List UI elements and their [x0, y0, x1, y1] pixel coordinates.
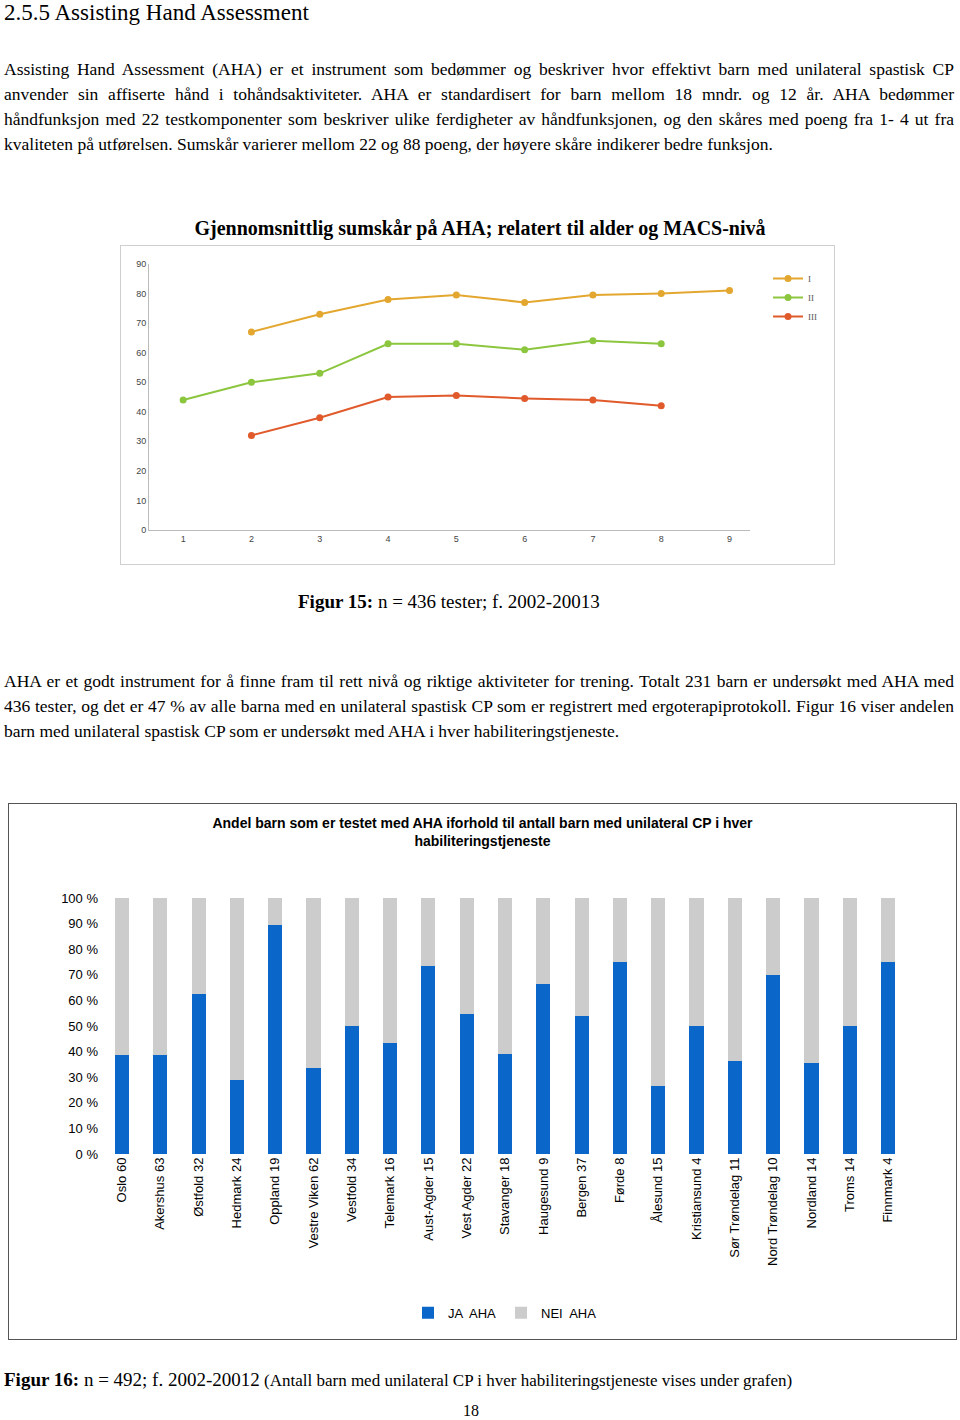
svg-text:6: 6 — [522, 534, 527, 544]
svg-text:NEI AHA: NEI AHA — [541, 1306, 596, 1321]
svg-text:40 %: 40 % — [68, 1044, 98, 1059]
svg-text:30: 30 — [136, 436, 146, 446]
svg-text:Aust-Agder 15: Aust-Agder 15 — [421, 1158, 436, 1241]
svg-text:60: 60 — [136, 348, 146, 358]
svg-text:I: I — [808, 274, 811, 284]
svg-text:10: 10 — [136, 496, 146, 506]
svg-text:Finnmark 4: Finnmark 4 — [880, 1158, 895, 1223]
svg-text:Østfold 32: Østfold 32 — [191, 1158, 206, 1217]
svg-text:7: 7 — [590, 534, 595, 544]
html-text:Figur 15: n = 436 tester; f. 2: Figur 15: n = 436 tester; f. 2002-20013 — [298, 591, 600, 612]
svg-text:80 %: 80 % — [68, 942, 98, 957]
svg-text:50: 50 — [136, 377, 146, 387]
svg-text:30 %: 30 % — [68, 1070, 98, 1085]
svg-text:II: II — [808, 293, 814, 303]
svg-text:Bergen 37: Bergen 37 — [574, 1158, 589, 1218]
svg-text:5: 5 — [454, 534, 459, 544]
svg-text:Nordland 14: Nordland 14 — [804, 1158, 819, 1229]
svg-text:80: 80 — [136, 289, 146, 299]
svg-text:Akershus 63: Akershus 63 — [153, 1158, 168, 1230]
html-text:Assisting Hand Assessment (AHA: Assisting Hand Assessment (AHA) er et in… — [4, 59, 954, 154]
svg-text:70: 70 — [136, 318, 146, 328]
svg-text:40: 40 — [136, 407, 146, 417]
html-text:18: 18 — [463, 1402, 479, 1419]
svg-text:Vestre Viken 62: Vestre Viken 62 — [306, 1158, 321, 1249]
svg-text:90: 90 — [136, 259, 146, 269]
svg-text:20 %: 20 % — [68, 1095, 98, 1110]
svg-text:50 %: 50 % — [68, 1019, 98, 1034]
svg-text:3: 3 — [317, 534, 322, 544]
svg-text:Oslo 60: Oslo 60 — [114, 1158, 129, 1203]
svg-text:60 %: 60 % — [68, 993, 98, 1008]
svg-text:Andel barn som er testet med A: Andel barn som er testet med AHA iforhol… — [212, 815, 753, 849]
svg-text:Vestfold 34: Vestfold 34 — [344, 1158, 359, 1222]
html-text:AHA er et godt instrument for: AHA er et godt instrument for å finne fr… — [4, 671, 954, 741]
svg-text:Ålesund 15: Ålesund 15 — [650, 1158, 665, 1223]
svg-text:9: 9 — [727, 534, 732, 544]
svg-text:Troms 14: Troms 14 — [842, 1158, 857, 1212]
svg-text:8: 8 — [659, 534, 664, 544]
svg-text:0 %: 0 % — [76, 1147, 99, 1162]
svg-text:Kristiansund 4: Kristiansund 4 — [689, 1158, 704, 1240]
html-text:2.5.5 Assisting Hand Assessmen: 2.5.5 Assisting Hand Assessment — [4, 0, 309, 25]
svg-text:20: 20 — [136, 466, 146, 476]
svg-text:Sør Trøndelag 11: Sør Trøndelag 11 — [727, 1158, 742, 1258]
svg-text:Hedmark 24: Hedmark 24 — [229, 1158, 244, 1229]
svg-text:JA AHA: JA AHA — [448, 1306, 496, 1321]
svg-text:Telemark 16: Telemark 16 — [382, 1158, 397, 1229]
svg-text:0: 0 — [141, 525, 146, 535]
svg-text:1: 1 — [181, 534, 186, 544]
svg-text:Nord Trøndelag 10: Nord Trøndelag 10 — [765, 1158, 780, 1266]
svg-text:100 %: 100 % — [61, 891, 98, 906]
html-text:Figur 16: n = 492; f. 2002-200: Figur 16: n = 492; f. 2002-20012 (Antall… — [4, 1369, 793, 1390]
svg-text:2: 2 — [249, 534, 254, 544]
svg-text:Oppland 19: Oppland 19 — [267, 1158, 282, 1225]
svg-text:10 %: 10 % — [68, 1121, 98, 1136]
html-text:Gjennomsnittlig sumskår på AHA: Gjennomsnittlig sumskår på AHA; relatert… — [194, 217, 766, 239]
svg-text:Vest Agder 22: Vest Agder 22 — [459, 1158, 474, 1239]
svg-text:Haugesund 9: Haugesund 9 — [536, 1158, 551, 1235]
svg-text:90 %: 90 % — [68, 916, 98, 931]
svg-text:70 %: 70 % — [68, 967, 98, 982]
svg-text:III: III — [808, 312, 817, 322]
svg-text:Stavanger 18: Stavanger 18 — [497, 1158, 512, 1235]
svg-text:4: 4 — [386, 534, 391, 544]
svg-text:Førde 8: Førde 8 — [612, 1158, 627, 1204]
